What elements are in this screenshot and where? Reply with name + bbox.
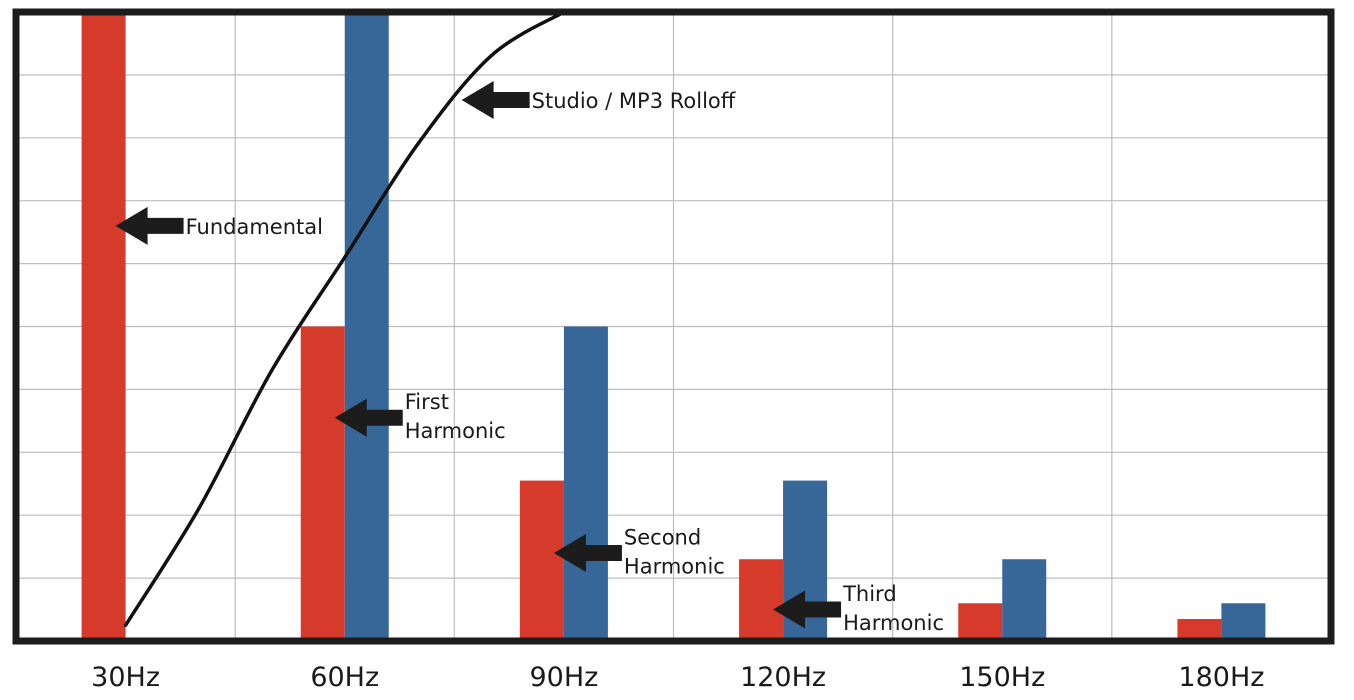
annotation-label-third: Third [842, 582, 897, 606]
x-tick-labels: 30Hz 60Hz 90Hz 120Hz 150Hz 180Hz [91, 662, 1264, 693]
rolloff-curve [123, 12, 1331, 628]
red-bar-150Hz [958, 603, 1003, 641]
annotation-arrow-second [553, 533, 622, 572]
annotation-arrow-fundamental [115, 206, 184, 245]
red-bar-30Hz [81, 12, 126, 641]
annotations: Fundamental First Harmonic Second Harmonic Th… [115, 81, 944, 635]
x-tick-label-120Hz: 120Hz [740, 662, 826, 693]
annotation-label-second: Second [624, 525, 701, 549]
x-tick-label-90Hz: 90Hz [529, 662, 598, 693]
x-tick-label-180Hz: 180Hz [1178, 662, 1264, 693]
annotation-label-second: Harmonic [624, 554, 725, 578]
annotation-label-first: First [405, 390, 449, 414]
annotation-label-first: Harmonic [405, 419, 506, 443]
x-tick-label-60Hz: 60Hz [310, 662, 379, 693]
annotation-label-rolloff: Studio / MP3 Rolloff [532, 89, 736, 113]
red-bar-90Hz [519, 480, 564, 641]
red-bar-60Hz [300, 326, 345, 641]
blue-bar-60Hz [344, 12, 389, 641]
red-bar-180Hz [1177, 618, 1222, 641]
rolloff-curve-group [123, 12, 1331, 628]
blue-bar-180Hz [1221, 603, 1266, 641]
annotation-arrow-rolloff [461, 81, 530, 120]
annotation-arrow-first [334, 398, 403, 437]
blue-bar-90Hz [563, 326, 608, 641]
x-tick-label-30Hz: 30Hz [91, 662, 160, 693]
annotation-label-third: Harmonic [843, 611, 944, 635]
red-bar-120Hz [739, 559, 784, 641]
bars [81, 12, 1266, 641]
blue-bar-150Hz [1002, 559, 1047, 641]
plot-frame [12, 8, 1335, 645]
annotation-label-fundamental: Fundamental [186, 215, 323, 239]
x-tick-label-150Hz: 150Hz [959, 662, 1045, 693]
grid [16, 12, 1331, 641]
annotation-arrow-third [773, 590, 842, 629]
